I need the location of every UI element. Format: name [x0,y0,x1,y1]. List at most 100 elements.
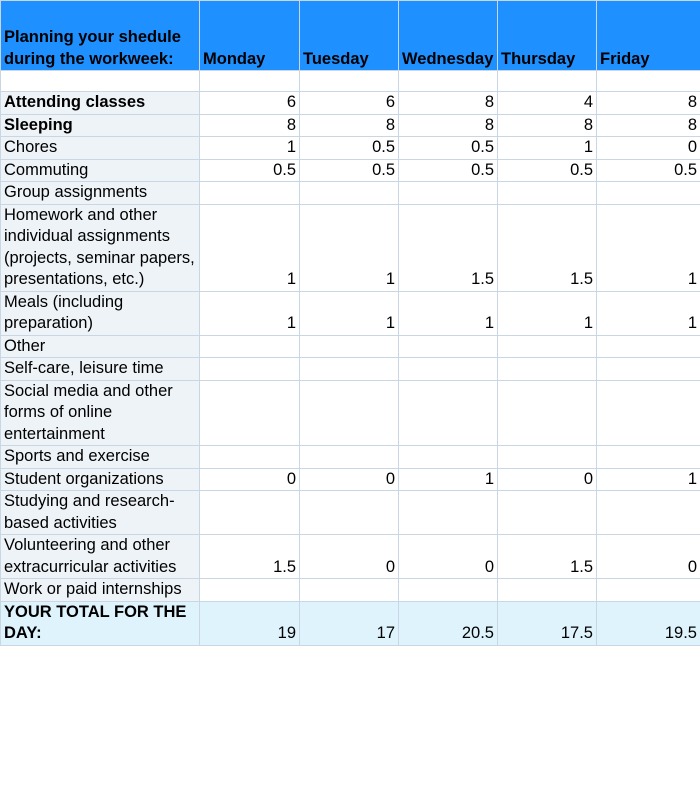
hours-cell[interactable] [299,578,399,602]
hours-cell[interactable]: 1 [398,290,498,336]
hours-cell[interactable] [596,379,700,446]
hours-cell[interactable]: 1 [199,290,300,336]
hours-cell[interactable]: 1 [299,203,399,292]
hours-cell[interactable] [398,578,498,602]
activity-label[interactable]: Attending classes [0,91,200,115]
hours-cell[interactable]: 1.5 [199,534,300,579]
activity-label[interactable]: Chores [0,136,200,160]
spacer-cell [398,70,498,92]
table-row: Self-care, leisure time [0,357,700,381]
hours-cell[interactable] [199,357,300,381]
hours-cell[interactable] [199,578,300,602]
hours-cell[interactable]: 0 [497,467,597,491]
activity-label[interactable]: Group assignments [0,181,200,205]
hours-cell[interactable]: 1 [398,467,498,491]
hours-cell[interactable] [299,490,399,535]
hours-cell[interactable] [199,445,300,469]
hours-cell[interactable]: 8 [596,113,700,137]
hours-cell[interactable] [497,357,597,381]
hours-cell[interactable]: 8 [398,113,498,137]
hours-cell[interactable]: 0.5 [199,158,300,182]
hours-cell[interactable] [596,334,700,358]
hours-cell[interactable]: 1 [199,136,300,160]
hours-cell[interactable] [299,379,399,446]
hours-cell[interactable]: 0.5 [398,136,498,160]
hours-cell[interactable] [398,334,498,358]
hours-cell[interactable]: 1 [596,203,700,292]
hours-cell[interactable]: 1 [596,290,700,336]
hours-cell[interactable]: 1 [497,136,597,160]
activity-label[interactable]: Self-care, leisure time [0,357,200,381]
hours-cell[interactable] [497,334,597,358]
activity-label[interactable]: Meals (including preparation) [0,290,200,336]
hours-cell[interactable]: 1 [497,290,597,336]
hours-cell[interactable] [398,357,498,381]
hours-cell[interactable] [398,181,498,205]
table-row: Sports and exercise [0,445,700,469]
hours-cell[interactable] [299,334,399,358]
header-title: Planning your shedule during the workwee… [0,0,200,71]
hours-cell[interactable] [497,445,597,469]
total-cell: 19.5 [596,600,700,646]
hours-cell[interactable]: 8 [596,91,700,115]
hours-cell[interactable]: 1 [596,467,700,491]
hours-cell[interactable]: 1 [199,203,300,292]
hours-cell[interactable] [199,490,300,535]
spacer-cell [199,70,300,92]
hours-cell[interactable]: 1.5 [497,534,597,579]
hours-cell[interactable]: 4 [497,91,597,115]
hours-cell[interactable] [299,357,399,381]
activity-label[interactable]: Volunteering and other extracurricular a… [0,534,200,579]
hours-cell[interactable] [398,379,498,446]
hours-cell[interactable] [199,181,300,205]
activity-label[interactable]: Other [0,334,200,358]
hours-cell[interactable]: 1.5 [398,203,498,292]
hours-cell[interactable]: 0.5 [596,158,700,182]
hours-cell[interactable]: 0.5 [398,158,498,182]
hours-cell[interactable] [299,181,399,205]
hours-cell[interactable]: 0.5 [299,158,399,182]
activity-label[interactable]: Social media and other forms of online e… [0,379,200,446]
hours-cell[interactable]: 0.5 [299,136,399,160]
hours-cell[interactable]: 0 [596,136,700,160]
hours-cell[interactable] [596,181,700,205]
hours-cell[interactable]: 0 [596,534,700,579]
hours-cell[interactable]: 0 [398,534,498,579]
hours-cell[interactable] [497,379,597,446]
hours-cell[interactable]: 6 [199,91,300,115]
activity-label[interactable]: Commuting [0,158,200,182]
hours-cell[interactable] [497,181,597,205]
activity-label[interactable]: Studying and research-based activities [0,490,200,535]
hours-cell[interactable] [398,490,498,535]
hours-cell[interactable]: 8 [398,91,498,115]
activity-label[interactable]: Sports and exercise [0,445,200,469]
hours-cell[interactable]: 8 [199,113,300,137]
activity-label[interactable]: Sleeping [0,113,200,137]
hours-cell[interactable]: 1.5 [497,203,597,292]
hours-cell[interactable] [497,490,597,535]
total-cell: 20.5 [398,600,498,646]
hours-cell[interactable]: 8 [497,113,597,137]
hours-cell[interactable] [299,445,399,469]
table-row: Volunteering and other extracurricular a… [0,534,700,579]
hours-cell[interactable]: 6 [299,91,399,115]
activity-label[interactable]: Student organizations [0,467,200,491]
activity-label[interactable]: Work or paid internships [0,578,200,602]
hours-cell[interactable] [199,334,300,358]
activity-label[interactable]: Homework and other individual assignment… [0,203,200,292]
table-row: Group assignments [0,181,700,205]
hours-cell[interactable] [596,578,700,602]
table-row: Sleeping 8 8 8 8 8 [0,113,700,137]
hours-cell[interactable]: 0 [199,467,300,491]
hours-cell[interactable]: 0 [299,467,399,491]
hours-cell[interactable] [398,445,498,469]
hours-cell[interactable]: 1 [299,290,399,336]
hours-cell[interactable] [596,445,700,469]
hours-cell[interactable] [497,578,597,602]
hours-cell[interactable] [596,357,700,381]
hours-cell[interactable]: 8 [299,113,399,137]
hours-cell[interactable]: 0.5 [497,158,597,182]
hours-cell[interactable] [199,379,300,446]
hours-cell[interactable]: 0 [299,534,399,579]
hours-cell[interactable] [596,490,700,535]
